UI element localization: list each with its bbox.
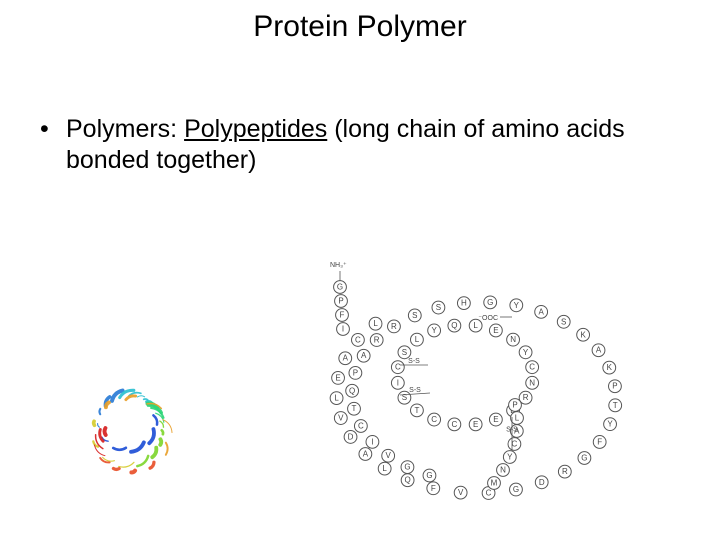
amino-acid-label: G <box>581 453 587 462</box>
amino-acid-label: P <box>338 297 343 306</box>
amino-acid-label: E <box>493 326 498 335</box>
amino-acid-label: P <box>512 401 517 410</box>
amino-acid-label: F <box>431 484 436 493</box>
amino-acid-label: V <box>458 488 464 497</box>
amino-acid-label: S <box>561 317 566 326</box>
amino-acid-label: K <box>607 363 613 372</box>
bullet-marker: • <box>40 114 66 177</box>
amino-acid-label: Q <box>451 321 457 330</box>
c-terminus-label: ⁻OOC <box>478 315 498 322</box>
amino-acid-label: N <box>500 466 506 475</box>
amino-acid-label: L <box>382 464 387 473</box>
amino-acid-label: P <box>353 368 358 377</box>
amino-acid-label: S <box>412 311 417 320</box>
amino-acid-label: I <box>371 437 373 446</box>
amino-acid-label: L <box>515 414 520 423</box>
amino-acid-label: E <box>493 415 498 424</box>
amino-acid-label: G <box>337 283 343 292</box>
amino-acid-label: C <box>512 440 518 449</box>
amino-acid-label: C <box>355 335 361 344</box>
amino-acid-label: G <box>487 298 493 307</box>
amino-acid-label: T <box>352 404 357 413</box>
amino-acid-label: A <box>596 346 602 355</box>
amino-acid-label: C <box>486 489 492 498</box>
amino-acid-label: Y <box>507 453 513 462</box>
tail-chain: PLACYNM <box>488 399 524 490</box>
amino-acid-label: A <box>343 354 349 363</box>
amino-acid-label: R <box>562 467 568 476</box>
amino-acid-label: C <box>451 420 457 429</box>
amino-acid-label: E <box>335 373 340 382</box>
bullet-text: Polymers: Polypeptides (long chain of am… <box>66 114 680 177</box>
amino-acid-label: R <box>391 322 397 331</box>
outer-chain: GPFILCAELVDALQFVCGDRGFYTPKAKSAYGHSSRRAPQ… <box>330 281 621 500</box>
amino-acid-label: A <box>363 449 369 458</box>
amino-acid-label: L <box>415 335 420 344</box>
amino-acid-label: Y <box>607 420 613 429</box>
svg-text:S-S: S-S <box>506 427 518 434</box>
amino-acid-label: S <box>436 303 441 312</box>
bullet-item: • Polymers: Polypeptides (long chain of … <box>40 114 680 177</box>
amino-acid-label: N <box>510 335 516 344</box>
amino-acid-label: Y <box>523 348 529 357</box>
amino-acid-label: G <box>426 471 432 480</box>
amino-acid-label: L <box>334 394 339 403</box>
amino-acid-label: H <box>461 299 467 308</box>
bullet-list: • Polymers: Polypeptides (long chain of … <box>0 44 720 177</box>
amino-acid-label: F <box>597 437 602 446</box>
amino-acid-label: F <box>340 311 345 320</box>
amino-acid-label: C <box>395 363 401 372</box>
amino-acid-label: S <box>402 348 407 357</box>
svg-text:S-S: S-S <box>408 358 420 365</box>
amino-acid-label: D <box>539 478 545 487</box>
amino-acid-label: Q <box>349 386 355 395</box>
amino-acid-label: V <box>338 414 344 423</box>
amino-acid-label: A <box>538 307 544 316</box>
amino-acid-label: N <box>529 378 535 387</box>
protein-ribbon-figure <box>55 350 205 500</box>
amino-acid-label: D <box>348 432 354 441</box>
amino-acid-label: T <box>613 401 618 410</box>
amino-acid-label: R <box>523 393 529 402</box>
amino-acid-label: Y <box>514 301 520 310</box>
bullet-keyword: Polypeptides <box>184 115 327 143</box>
amino-acid-label: V <box>385 451 391 460</box>
amino-acid-label: A <box>361 351 367 360</box>
amino-acid-label: C <box>431 415 437 424</box>
amino-acid-label: R <box>374 336 380 345</box>
slide-title: Protein Polymer <box>0 0 720 44</box>
amino-acid-label: G <box>513 485 519 494</box>
n-terminus-label: NH₃⁺ <box>330 262 347 269</box>
amino-acid-label: C <box>529 363 535 372</box>
amino-acid-label: Q <box>404 476 410 485</box>
amino-acid-label: I <box>342 325 344 334</box>
amino-acid-label: T <box>414 406 419 415</box>
amino-acid-label: K <box>580 330 586 339</box>
polypeptide-chain-figure: NH₃⁺ ⁻OOC GPFILCAELVDALQFVCGDRGFYTPKAKSA… <box>280 255 670 510</box>
bullet-prefix: Polymers: <box>66 115 184 143</box>
amino-acid-label: P <box>612 382 617 391</box>
amino-acid-label: I <box>397 378 399 387</box>
figure-area: NH₃⁺ ⁻OOC GPFILCAELVDALQFVCGDRGFYTPKAKSA… <box>0 240 720 520</box>
amino-acid-label: G <box>404 463 410 472</box>
svg-text:S-S: S-S <box>409 387 421 394</box>
amino-acid-label: L <box>373 319 378 328</box>
amino-acid-label: C <box>358 421 364 430</box>
amino-acid-label: L <box>473 321 478 330</box>
amino-acid-label: M <box>491 479 498 488</box>
amino-acid-label: E <box>473 420 478 429</box>
amino-acid-label: Y <box>431 326 437 335</box>
